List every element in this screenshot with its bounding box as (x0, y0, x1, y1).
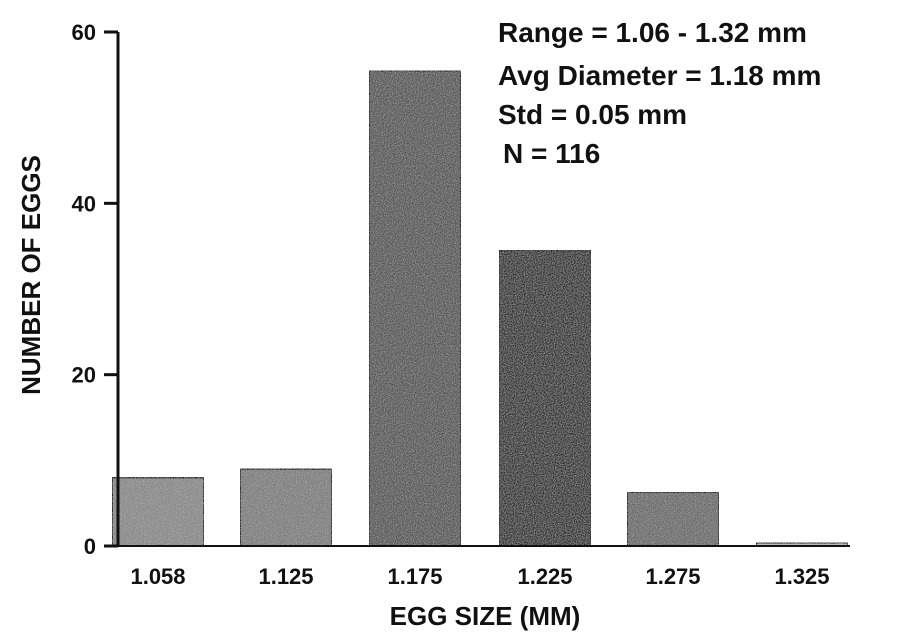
bar-1.275 (626, 491, 720, 547)
bar-1.058 (111, 476, 205, 548)
y-ticks-group: 0 20 40 60 (72, 20, 118, 559)
annotation-avg-diameter: Avg Diameter = 1.18 mm (498, 60, 821, 91)
bar-1.175 (368, 69, 462, 548)
annotation-std: Std = 0.05 mm (498, 99, 687, 130)
bar-1.225 (498, 249, 592, 547)
annotation-range: Range = 1.06 - 1.32 mm (498, 17, 807, 48)
x-ticks-group: 1.058 1.125 1.175 1.225 1.275 1.325 (130, 564, 829, 589)
bars-group (111, 69, 849, 548)
y-tick-label: 0 (84, 534, 96, 559)
x-tick-label: 1.058 (130, 564, 185, 589)
y-tick-label: 60 (72, 20, 96, 45)
stats-annotation: Range = 1.06 - 1.32 mm Avg Diameter = 1.… (498, 17, 821, 169)
x-tick-label: 1.275 (645, 564, 700, 589)
y-tick-label: 20 (72, 363, 96, 388)
x-tick-label: 1.175 (387, 564, 442, 589)
x-tick-label: 1.225 (517, 564, 572, 589)
x-tick-label: 1.125 (258, 564, 313, 589)
y-axis-label: NUMBER OF EGGS (16, 155, 46, 395)
annotation-n: N = 116 (503, 138, 600, 169)
x-axis-label: EGG SIZE (MM) (390, 601, 581, 631)
bar-1.125 (239, 467, 333, 547)
x-tick-label: 1.325 (774, 564, 829, 589)
y-tick-label: 40 (72, 191, 96, 216)
